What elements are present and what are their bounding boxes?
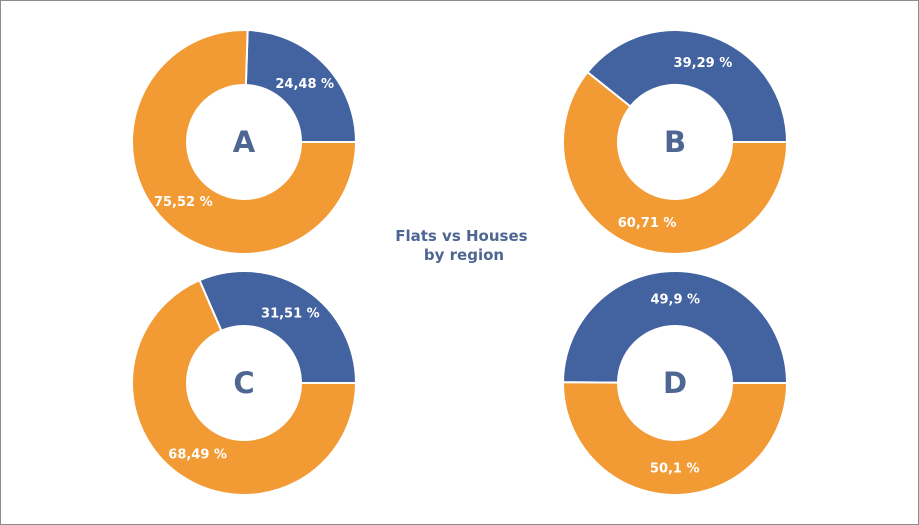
- donut-b-data-label-blue: 39,29 %: [674, 56, 733, 71]
- donut-c-data-label-blue: 31,51 %: [261, 306, 320, 321]
- donut-a-data-label-blue: 24,48 %: [275, 77, 334, 92]
- donut-d-slice-blue: [562, 269, 788, 384]
- donut-c-slice-orange: [131, 279, 357, 496]
- donut-b: 39,29 % 60,71 % B: [562, 29, 788, 255]
- donut-d-slice-orange: [562, 381, 788, 496]
- center-title-line-1: Flats vs Houses: [395, 227, 527, 245]
- donut-c-data-label-orange: 68,49 %: [168, 448, 227, 463]
- donut-a: 24,48 % 75,52 % A: [131, 29, 357, 255]
- donut-d-data-label-blue: 49,9 %: [650, 293, 700, 308]
- center-title: Flats vs Houses by region: [395, 227, 533, 264]
- donut-d: 49,9 % 50,1 % D: [562, 269, 788, 496]
- donut-a-data-label-orange: 75,52 %: [154, 195, 213, 210]
- donut-b-slice-blue: [586, 29, 788, 143]
- donut-b-slice-orange: [562, 71, 788, 255]
- donut-a-region-label: A: [233, 125, 256, 159]
- donut-c-slice-blue: [198, 270, 357, 384]
- donut-b-data-label-orange: 60,71 %: [618, 216, 677, 231]
- donut-a-slice-blue: [244, 29, 357, 143]
- donut-d-region-label: D: [663, 366, 687, 400]
- center-title-line-2: by region: [424, 246, 504, 264]
- donut-d-data-label-orange: 50,1 %: [650, 461, 700, 476]
- donut-c-region-label: C: [233, 366, 254, 400]
- donut-c: 31,51 % 68,49 % C: [131, 270, 357, 496]
- donut-b-region-label: B: [664, 125, 686, 159]
- donut-a-slice-orange: [131, 29, 357, 255]
